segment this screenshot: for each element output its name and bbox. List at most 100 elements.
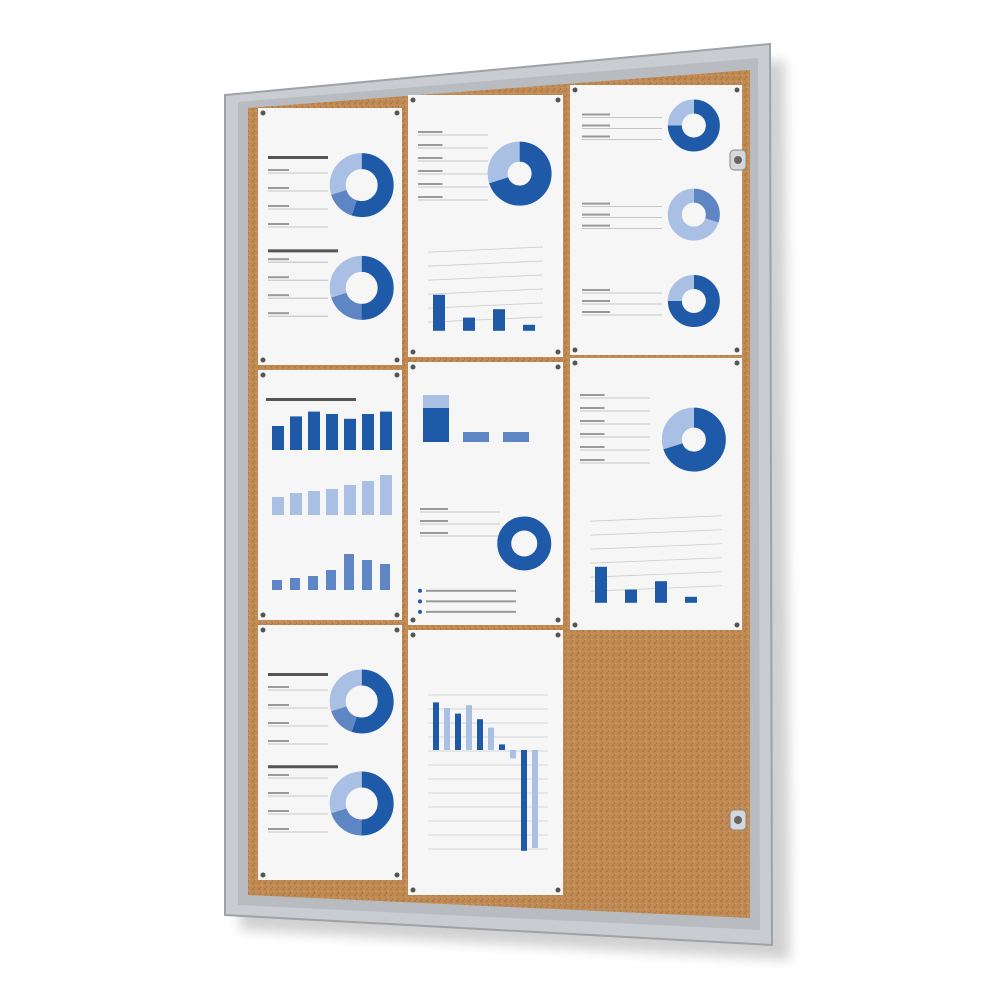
label-text — [418, 183, 443, 185]
label-text — [268, 223, 289, 225]
bullet-text — [426, 589, 516, 592]
pin — [394, 627, 400, 633]
gridline — [427, 302, 544, 309]
label-text — [418, 157, 443, 159]
label-text — [268, 774, 289, 776]
bar — [290, 416, 302, 450]
donut-segment — [667, 99, 720, 152]
bar — [488, 727, 494, 750]
bar — [625, 589, 637, 603]
label-text — [582, 213, 610, 216]
pin — [555, 887, 561, 893]
bar — [521, 750, 527, 851]
keyhole-icon — [734, 156, 742, 164]
bullet — [418, 588, 422, 593]
paper-sheet — [408, 95, 563, 357]
label-text — [580, 433, 605, 435]
bar — [326, 570, 336, 590]
heading-text — [268, 156, 328, 159]
bar — [326, 414, 338, 450]
pin — [572, 360, 578, 366]
gridline — [427, 246, 544, 253]
gridline — [589, 515, 723, 522]
label-text — [418, 144, 443, 146]
pin — [260, 612, 266, 618]
pin — [260, 357, 266, 363]
gridline — [427, 316, 544, 323]
bar — [344, 485, 356, 515]
label-text — [420, 532, 448, 534]
pin — [394, 872, 400, 878]
pin — [260, 872, 266, 878]
pin — [734, 360, 740, 366]
donut-segment — [487, 141, 552, 206]
label-text — [268, 169, 289, 171]
label-text — [420, 508, 448, 510]
bar — [463, 432, 489, 442]
sheet-top-left — [258, 108, 402, 365]
sheet-middle-center — [408, 362, 563, 625]
label-text — [268, 704, 289, 706]
pin — [394, 612, 400, 618]
bar — [423, 408, 449, 442]
pin — [555, 349, 561, 355]
bar — [595, 566, 607, 603]
bar — [272, 426, 284, 450]
sheet-top-right — [570, 85, 742, 355]
bar — [463, 317, 475, 331]
bar — [423, 395, 449, 408]
bar — [308, 491, 320, 515]
donut-segment — [667, 188, 720, 241]
pin — [572, 622, 578, 628]
gridline — [427, 288, 544, 295]
bullet-text — [426, 600, 516, 603]
sheet-top-center — [408, 95, 563, 357]
bar — [523, 324, 535, 331]
bar — [455, 713, 461, 750]
pin — [734, 87, 740, 93]
bar — [477, 719, 483, 750]
pin — [555, 617, 561, 623]
pin — [555, 97, 561, 103]
label-text — [580, 420, 605, 422]
paper-sheet — [408, 630, 563, 895]
gridline — [589, 557, 723, 564]
pin — [410, 632, 416, 638]
label-text — [582, 124, 610, 127]
label-text — [268, 828, 289, 830]
sheet-middle-left — [258, 370, 402, 620]
donut-segment — [329, 153, 394, 218]
bar — [362, 560, 372, 590]
label-text — [268, 205, 289, 207]
bar — [685, 596, 697, 603]
bullet — [418, 609, 422, 614]
donut-segment — [329, 771, 394, 836]
pin — [734, 622, 740, 628]
pin — [260, 372, 266, 378]
pin — [260, 627, 266, 633]
bar — [466, 705, 472, 750]
paper-sheet — [258, 625, 402, 880]
bar — [655, 581, 667, 603]
gridline — [427, 274, 544, 281]
label-text — [580, 394, 605, 396]
label-text — [582, 300, 610, 302]
bar — [272, 580, 282, 590]
donut-segment — [661, 407, 726, 472]
bullet-text — [426, 610, 516, 613]
heading-text — [268, 249, 338, 253]
bar — [444, 708, 450, 750]
label-text — [268, 187, 289, 189]
bullet — [418, 599, 422, 604]
donut-segment — [329, 255, 394, 320]
label-text — [268, 294, 289, 297]
bar — [326, 489, 338, 515]
sheet-bottom-left — [258, 625, 402, 880]
heading-text — [268, 765, 338, 769]
pin — [555, 632, 561, 638]
pin — [555, 364, 561, 370]
label-text — [418, 131, 443, 133]
label-text — [582, 289, 610, 291]
pin — [410, 349, 416, 355]
label-text — [580, 459, 605, 461]
